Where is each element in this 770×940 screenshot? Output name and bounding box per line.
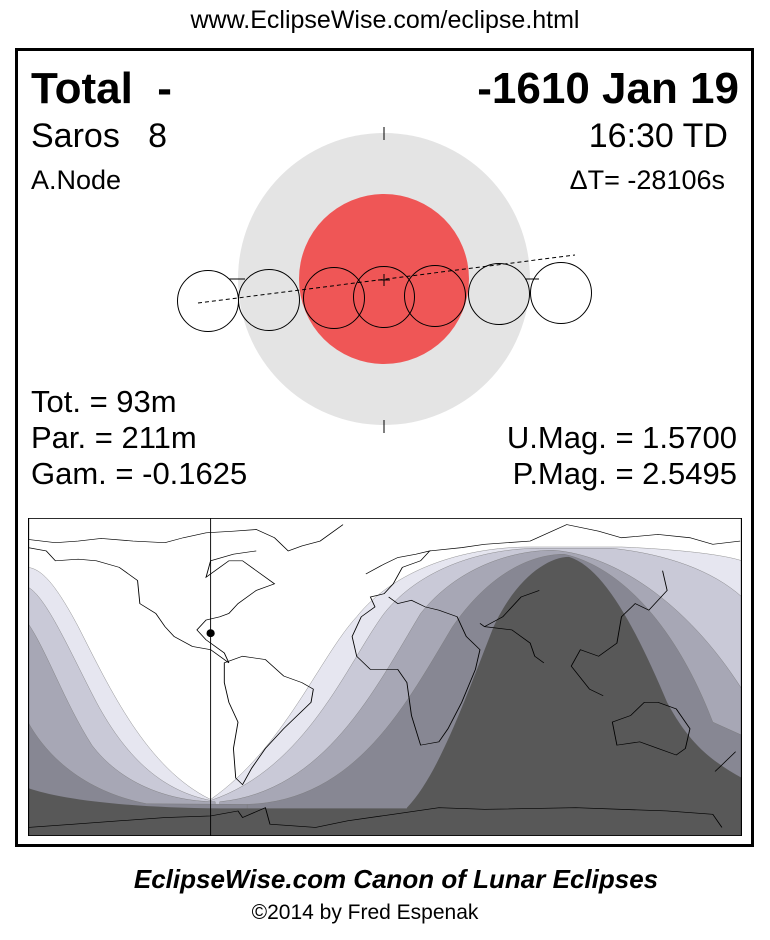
- coast-europe-africa: [351, 550, 481, 746]
- coast-australia: [611, 702, 691, 756]
- eclipse-date: -1610 Jan 19: [477, 64, 739, 113]
- totality-duration: Tot. = 93m: [31, 384, 177, 419]
- map-border: [28, 518, 742, 836]
- coastlines: [28, 524, 741, 828]
- moon-position-p4: [530, 262, 592, 324]
- moon-path-line: [197, 254, 576, 304]
- delta-t: ΔT= -28106s: [569, 165, 725, 195]
- umbral-magnitude: U.Mag. = 1.5700: [506, 420, 737, 455]
- eclipse-type-suffix: -: [157, 64, 172, 113]
- gamma: Gam. = -0.1625: [31, 456, 248, 491]
- coast-asia: [429, 524, 741, 697]
- eclipse-time: 16:30 TD: [588, 117, 728, 155]
- moon-position-p1: [177, 270, 239, 332]
- saros-number: 8: [148, 117, 168, 155]
- footer-title: EclipseWise.com Canon of Lunar Eclipses: [133, 864, 659, 894]
- moon-position-u2: [303, 267, 365, 329]
- eclipse-panel: [15, 48, 754, 847]
- coast-new-zealand: [714, 751, 736, 772]
- partial-duration: Par. = 211m: [31, 420, 197, 455]
- footer-copyright: ©2014 by Fred Espenak: [251, 901, 479, 924]
- moon-position-u3: [404, 265, 466, 327]
- moon-position-u1: [238, 269, 300, 331]
- penumbral-magnitude: P.Mag. = 2.5495: [512, 456, 737, 491]
- page-url: www.EclipseWise.com/eclipse.html: [190, 6, 580, 34]
- node: A.Node: [31, 165, 122, 195]
- coast-antarctica: [28, 807, 723, 828]
- map-region-eclipse-visible: [406, 556, 742, 836]
- eclipse-type: Total -: [31, 64, 172, 114]
- saros: Saros 8: [31, 117, 167, 156]
- eclipse-diagram: [177, 127, 592, 433]
- coast-south-america: [223, 655, 314, 786]
- moon-position-greatest: [353, 266, 415, 328]
- visibility-map: [28, 518, 742, 836]
- greatest-eclipse-point: [206, 629, 215, 638]
- moon-position-u4: [468, 263, 530, 325]
- eclipse-type-label: Total: [31, 64, 133, 113]
- saros-label: Saros: [31, 117, 120, 155]
